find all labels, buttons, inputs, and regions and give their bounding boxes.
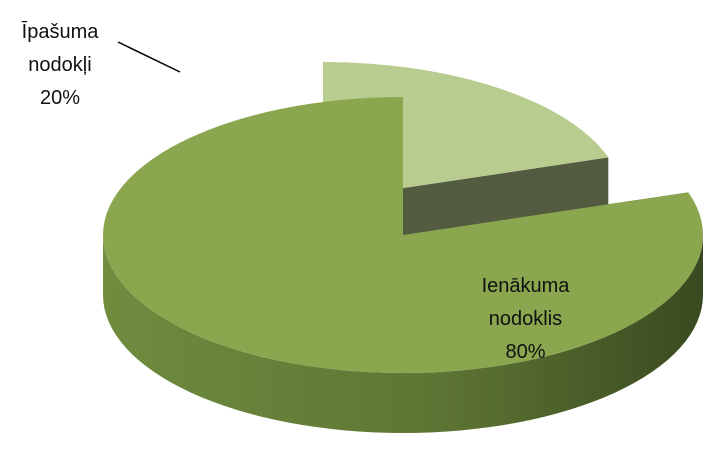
- value-label: 80%: [505, 341, 546, 363]
- slice-label: Īpašuma nodokļi 20%: [5, 16, 115, 115]
- slice-wall: [103, 235, 703, 433]
- slice: [103, 97, 703, 373]
- leader-line: [117, 41, 181, 73]
- category-label: Īpašuma nodokļi: [21, 21, 99, 76]
- category-label: Ienākuma nodoklis: [481, 275, 570, 330]
- value-label: 20%: [39, 87, 81, 109]
- slice-label: Ienākuma nodoklis 80%: [468, 270, 583, 369]
